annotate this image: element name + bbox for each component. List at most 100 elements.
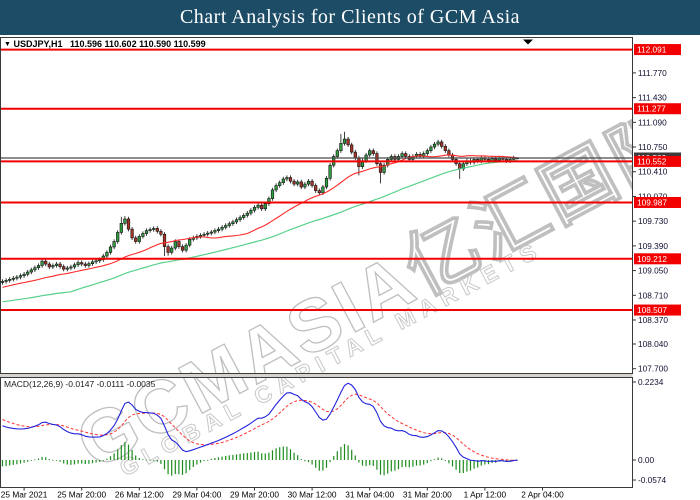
ma-fast-line — [2, 154, 518, 288]
candle-body — [216, 228, 221, 231]
time-tick-label: 30 Mar 12:00 — [288, 490, 337, 500]
time-tick-label: 31 Mar 04:00 — [345, 490, 394, 500]
chart-shift-icon[interactable] — [523, 39, 533, 45]
macd-histogram-bar — [394, 460, 396, 471]
panel-separator[interactable] — [0, 373, 633, 378]
candle-body — [4, 280, 8, 282]
macd-histogram-bar — [84, 460, 86, 465]
macd-axis: 0.2234 0.00 -0.0574 — [632, 377, 667, 485]
candle-body — [328, 164, 332, 179]
price-level-label — [634, 196, 681, 208]
macd-tick-label: -0.0574 — [638, 475, 667, 485]
macd-histogram-bar — [41, 456, 43, 460]
candle-body — [69, 266, 73, 269]
candle-body — [36, 265, 41, 268]
macd-histogram-bar — [300, 459, 302, 460]
macd-histogram-bar — [340, 446, 342, 460]
candle-body — [432, 143, 437, 148]
macd-histogram-bar — [243, 453, 245, 460]
macd-histogram-bar — [156, 460, 158, 462]
macd-tick-label: 0.2234 — [638, 377, 664, 387]
macd-line — [2, 382, 518, 463]
candle-body — [335, 150, 339, 157]
candle-body — [166, 246, 170, 253]
macd-histogram-bar — [253, 451, 256, 460]
page-title: Chart Analysis for Clients of GCM Asia — [179, 6, 521, 28]
macd-histogram-bar — [77, 460, 79, 464]
candle-body — [76, 262, 80, 266]
candle-body — [292, 180, 296, 185]
candle-body — [346, 138, 350, 146]
macd-histogram-bar — [171, 460, 173, 476]
macd-histogram-bar — [271, 450, 274, 460]
support-resistance-lines — [1, 48, 632, 312]
candle-body — [231, 221, 235, 225]
candle-body — [371, 150, 375, 154]
main-plot-frame — [0, 37, 633, 374]
price-tick-label: 109.050 — [638, 266, 668, 276]
candle-body — [188, 239, 192, 246]
candle-body — [303, 183, 307, 188]
candle-body — [155, 228, 159, 232]
candle-body — [310, 180, 314, 186]
macd-histogram-bar — [196, 460, 198, 465]
price-level-label — [634, 304, 681, 316]
macd-histogram-bar — [45, 457, 47, 460]
macd-histogram-bar — [379, 460, 382, 475]
candle-body — [382, 164, 386, 173]
candle-body — [80, 262, 84, 265]
candle-body — [245, 212, 249, 216]
macd-histogram-bar — [469, 460, 472, 471]
macd-histogram-bar — [99, 460, 101, 462]
macd-histogram-bar — [448, 460, 450, 464]
macd-histogram-bar — [167, 460, 169, 475]
macd-histogram-bar — [311, 460, 313, 465]
macd-histogram-bar — [426, 460, 428, 464]
price-tick-label: 110.410 — [638, 167, 668, 177]
price-tick-label: 107.700 — [638, 364, 668, 374]
candle-body — [184, 244, 188, 251]
candle-body — [317, 190, 321, 194]
price-level-label-text: 108.507 — [637, 305, 667, 315]
candle-body — [144, 230, 149, 234]
candle-body — [58, 263, 62, 267]
candle-body — [443, 146, 447, 151]
macd-histogram-bar — [444, 460, 446, 461]
candle-body — [256, 204, 260, 208]
candle-body — [33, 267, 37, 271]
macd-histogram-bar — [261, 453, 263, 460]
symbol-dropdown-icon[interactable]: ▼ — [4, 41, 11, 48]
candle-body — [141, 233, 145, 237]
candle-body — [15, 276, 19, 279]
macd-histogram-bar — [5, 460, 7, 466]
macd-histogram-bar — [333, 456, 335, 460]
macd-histogram-bar — [430, 460, 432, 462]
candle-body — [274, 185, 278, 191]
macd-histogram-bar — [383, 460, 385, 476]
macd-histogram-bar — [307, 460, 310, 463]
price-tick-label: 109.390 — [638, 241, 668, 251]
macd-histogram-bar — [135, 455, 137, 460]
macd-histogram-bar — [289, 449, 292, 460]
top-gap — [0, 35, 700, 38]
time-axis: 25 Mar 2021 25 Mar 20:00 26 Mar 12:00 29 Ma… — [1, 487, 564, 500]
candle-body — [404, 153, 408, 157]
candle-body — [400, 153, 404, 157]
macd-histogram-bar — [91, 460, 94, 464]
candle-body — [252, 207, 257, 211]
macd-histogram-bar — [433, 459, 436, 461]
candle-body — [180, 246, 185, 251]
price-level-label-text: 109.212 — [637, 254, 667, 264]
macd-histogram-bar — [102, 460, 104, 461]
macd-histogram-bar — [199, 460, 202, 463]
macd-histogram-bar — [455, 460, 457, 470]
macd-histogram-bar — [207, 459, 209, 461]
macd-histogram-bar — [217, 457, 220, 460]
macd-histogram-bar — [239, 453, 241, 460]
macd-histogram-bar — [250, 452, 252, 460]
time-tick-label: 26 Mar 12:00 — [115, 490, 164, 500]
time-tick-label: 31 Mar 20:00 — [403, 490, 452, 500]
macd-histogram-bar — [347, 445, 349, 460]
